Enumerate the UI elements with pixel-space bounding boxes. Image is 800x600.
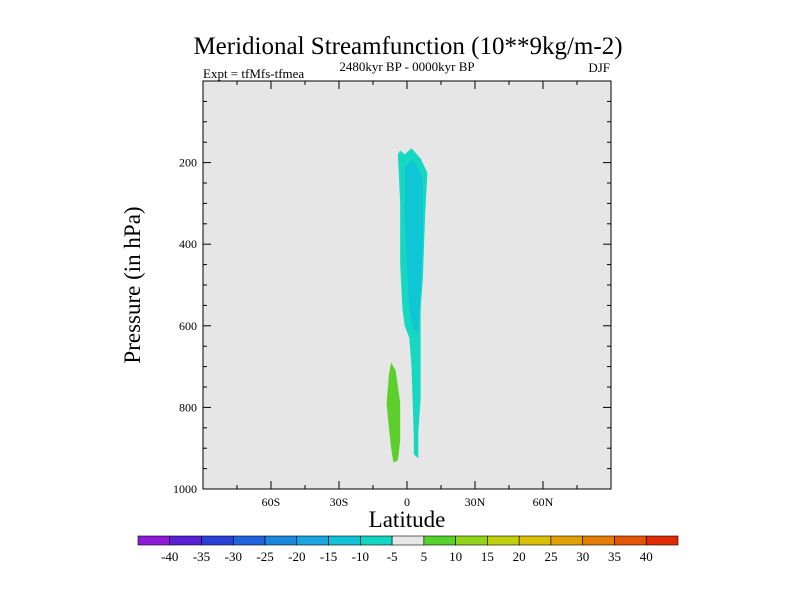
colorbar-label: -40 [161,549,178,564]
colorbar-label: 15 [481,549,494,564]
colorbar-swatch [455,535,488,546]
colorbar-label: 35 [608,549,621,564]
colorbar-swatch [391,535,425,546]
y-tick-label: 200 [179,156,197,170]
x-tick-label: 60S [262,495,281,509]
colorbar-swatch [360,535,393,546]
colorbar-label: -10 [352,549,369,564]
y-tick-label: 1000 [173,482,197,496]
colorbar-label: -25 [256,549,273,564]
x-tick-label: 0 [404,495,410,509]
y-tick-label: 400 [179,237,197,251]
season-label: DJF [588,60,610,75]
colorbar-label: -15 [320,549,337,564]
colorbar-label: -35 [193,549,210,564]
colorbar-swatch [487,535,520,546]
colorbar-swatch [264,535,298,546]
x-axis-label: Latitude [369,507,446,532]
colorbar-label: -20 [288,549,305,564]
contour-region-negative-core [404,160,423,334]
experiment-label: Expt = tfMfs-tfmea [203,66,304,81]
y-tick-label: 800 [179,400,197,414]
x-tick-label: 60N [533,495,554,509]
colorbar-swatch [582,535,615,546]
colorbar-label: 10 [449,549,462,564]
period-label: 2480kyr BP - 0000kyr BP [339,59,474,74]
colorbar-label: 30 [576,549,589,564]
colorbar-swatch [296,535,329,546]
colorbar-label: 20 [513,549,526,564]
contour-region-positive-cell [386,362,401,463]
axes: 60S 30S 0 30N 60N 200 400 600 800 1000 [173,81,611,509]
colorbar-swatch [201,535,234,546]
colorbar-swatch [232,535,266,546]
contour-regions [386,148,428,463]
y-axis-label: Pressure (in hPa) [120,206,145,363]
colorbar-label: -30 [225,549,242,564]
colorbar-swatch [614,535,647,546]
x-tick-label: 30S [330,495,349,509]
colorbar-swatch [550,535,584,546]
colorbar-label: 40 [640,549,653,564]
colorbar: -40 -35 -30 -25 -20 -15 -10 -5 5 10 15 20 25 30 35 40 [137,535,679,564]
y-tick-label: 600 [179,319,197,333]
colorbar-swatch [169,535,202,546]
chart-title: Meridional Streamfunction (10**9kg/m-2) [193,33,622,60]
colorbar-label: 25 [544,549,557,564]
colorbar-swatch [518,535,552,546]
colorbar-swatch [423,535,456,546]
colorbar-swatch [328,535,361,546]
colorbar-swatch [645,535,679,546]
colorbar-label: -5 [387,549,398,564]
colorbar-swatch [137,535,171,546]
x-tick-label: 30N [465,495,486,509]
colorbar-label: 5 [421,549,428,564]
